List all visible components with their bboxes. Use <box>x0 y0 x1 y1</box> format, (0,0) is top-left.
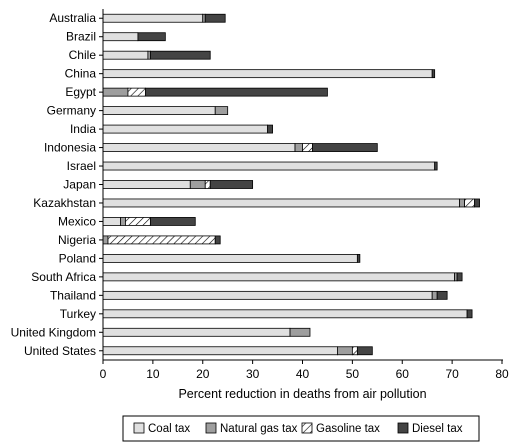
bars <box>102 13 480 356</box>
bar-brazil-coal-tax <box>102 32 139 42</box>
bar-australia-diesel-tax <box>204 13 226 23</box>
bar-united-states-coal-tax <box>102 346 338 356</box>
bar-egypt-gasoline-tax <box>127 87 146 97</box>
bar-united-states-gasoline-tax <box>351 346 358 356</box>
bar-nigeria-gasoline-tax <box>107 235 216 245</box>
category-label-thailand: Thailand <box>50 288 96 302</box>
bar-australia-coal-tax <box>102 13 204 23</box>
category-label-poland: Poland <box>59 251 96 265</box>
bar-india-diesel-tax <box>267 124 273 134</box>
bar-thailand-natural-gas-tax <box>431 290 438 300</box>
x-tick-label-40: 40 <box>296 367 310 381</box>
category-labels: Australia Brazil Chile China Egypt Germany Ind… <box>11 11 103 358</box>
x-axis: 0 10 20 30 40 50 60 70 80 <box>100 9 509 381</box>
legend-label-gasoline-tax: Gasoline tax <box>316 423 380 435</box>
category-label-chile: Chile <box>69 48 97 62</box>
legend: Coal tax Natural gas tax Gasoline tax Diese… <box>122 415 480 442</box>
bar-kazakhstan-coal-tax <box>102 198 461 208</box>
category-label-israel: Israel <box>67 159 96 173</box>
bar-germany-natural-gas-tax <box>214 106 229 116</box>
bar-china-coal-tax <box>102 69 433 79</box>
legend-box <box>122 415 480 442</box>
legend-swatch-diesel-tax <box>397 422 409 434</box>
legend-label-diesel-tax: Diesel tax <box>412 423 463 435</box>
bar-brazil-diesel-tax <box>137 32 166 42</box>
x-tick-label-0: 0 <box>100 367 107 381</box>
bar-united-states-natural-gas-tax <box>337 346 353 356</box>
category-label-indonesia: Indonesia <box>44 141 96 155</box>
bar-turkey-diesel-tax <box>466 309 473 319</box>
legend-swatch-gasoline-tax <box>301 422 313 434</box>
bar-mexico-diesel-tax <box>149 217 196 226</box>
bar-south-africa-coal-tax <box>102 272 456 282</box>
category-label-australia: Australia <box>49 11 96 25</box>
bar-united-kingdom-coal-tax <box>102 327 291 337</box>
x-ticks: 0 10 20 30 40 50 60 70 80 <box>100 360 509 381</box>
bar-china-diesel-tax <box>431 69 436 79</box>
category-label-south-africa: South Africa <box>31 270 96 284</box>
bar-nigeria-diesel-tax <box>214 235 221 245</box>
bar-germany-coal-tax <box>102 106 216 116</box>
category-label-germany: Germany <box>47 104 96 118</box>
bar-thailand-coal-tax <box>102 290 433 300</box>
bar-egypt-diesel-tax <box>144 87 328 97</box>
bar-thailand-diesel-tax <box>436 290 448 300</box>
category-label-nigeria: Nigeria <box>58 233 96 247</box>
x-tick-label-70: 70 <box>445 367 459 381</box>
bar-indonesia-diesel-tax <box>312 143 378 152</box>
bar-israel-diesel-tax <box>434 161 438 171</box>
category-label-brazil: Brazil <box>66 30 96 44</box>
bar-mexico-gasoline-tax <box>125 217 151 226</box>
bar-mexico-natural-gas-tax <box>120 217 126 226</box>
bar-kazakhstan-natural-gas-tax <box>459 198 465 208</box>
bar-indonesia-coal-tax <box>102 143 296 152</box>
category-label-turkey: Turkey <box>60 307 96 321</box>
bar-japan-diesel-tax <box>209 180 254 189</box>
bar-israel-coal-tax <box>102 161 436 171</box>
bar-united-states-diesel-tax <box>356 346 373 356</box>
x-tick-label-80: 80 <box>495 367 509 381</box>
bar-south-africa-diesel-tax <box>456 272 463 282</box>
bar-japan-coal-tax <box>102 180 191 189</box>
bar-japan-natural-gas-tax <box>189 180 206 189</box>
x-axis-title: Percent reduction in deaths from air pol… <box>178 387 426 401</box>
x-tick-label-50: 50 <box>346 367 360 381</box>
category-label-india: India <box>70 122 96 136</box>
bar-poland-diesel-tax <box>356 253 361 263</box>
bar-turkey-coal-tax <box>102 309 468 319</box>
legend-swatch-coal-tax <box>133 422 145 434</box>
bar-united-kingdom-natural-gas-tax <box>289 327 311 337</box>
bar-chile-coal-tax <box>102 50 149 60</box>
x-tick-label-20: 20 <box>196 367 210 381</box>
category-label-japan: Japan <box>63 178 96 192</box>
bar-chile-diesel-tax <box>149 50 211 60</box>
x-tick-label-10: 10 <box>146 367 160 381</box>
legend-swatch-natural-gas-tax <box>205 422 217 434</box>
category-label-mexico: Mexico <box>58 214 96 228</box>
bar-kazakhstan-diesel-tax <box>474 198 480 208</box>
bar-japan-gasoline-tax <box>204 180 211 189</box>
bar-indonesia-gasoline-tax <box>302 143 313 152</box>
bar-egypt-natural-gas-tax <box>102 87 129 97</box>
bar-indonesia-natural-gas-tax <box>294 143 303 152</box>
bar-nigeria-natural-gas-tax <box>102 235 109 245</box>
category-label-united-states: United States <box>24 344 96 358</box>
x-tick-label-60: 60 <box>396 367 410 381</box>
category-label-united-kingdom: United Kingdom <box>11 325 96 339</box>
legend-label-natural-gas-tax: Natural gas tax <box>220 423 298 435</box>
bar-poland-coal-tax <box>102 253 358 263</box>
bar-kazakhstan-gasoline-tax <box>464 198 475 208</box>
legend-label-coal-tax: Coal tax <box>148 423 190 435</box>
category-label-egypt: Egypt <box>65 85 96 99</box>
category-label-kazakhstan: Kazakhstan <box>33 196 96 210</box>
x-tick-label-30: 30 <box>246 367 260 381</box>
bar-mexico-coal-tax <box>102 217 121 226</box>
category-label-china: China <box>65 67 97 81</box>
bar-india-coal-tax <box>102 124 268 134</box>
